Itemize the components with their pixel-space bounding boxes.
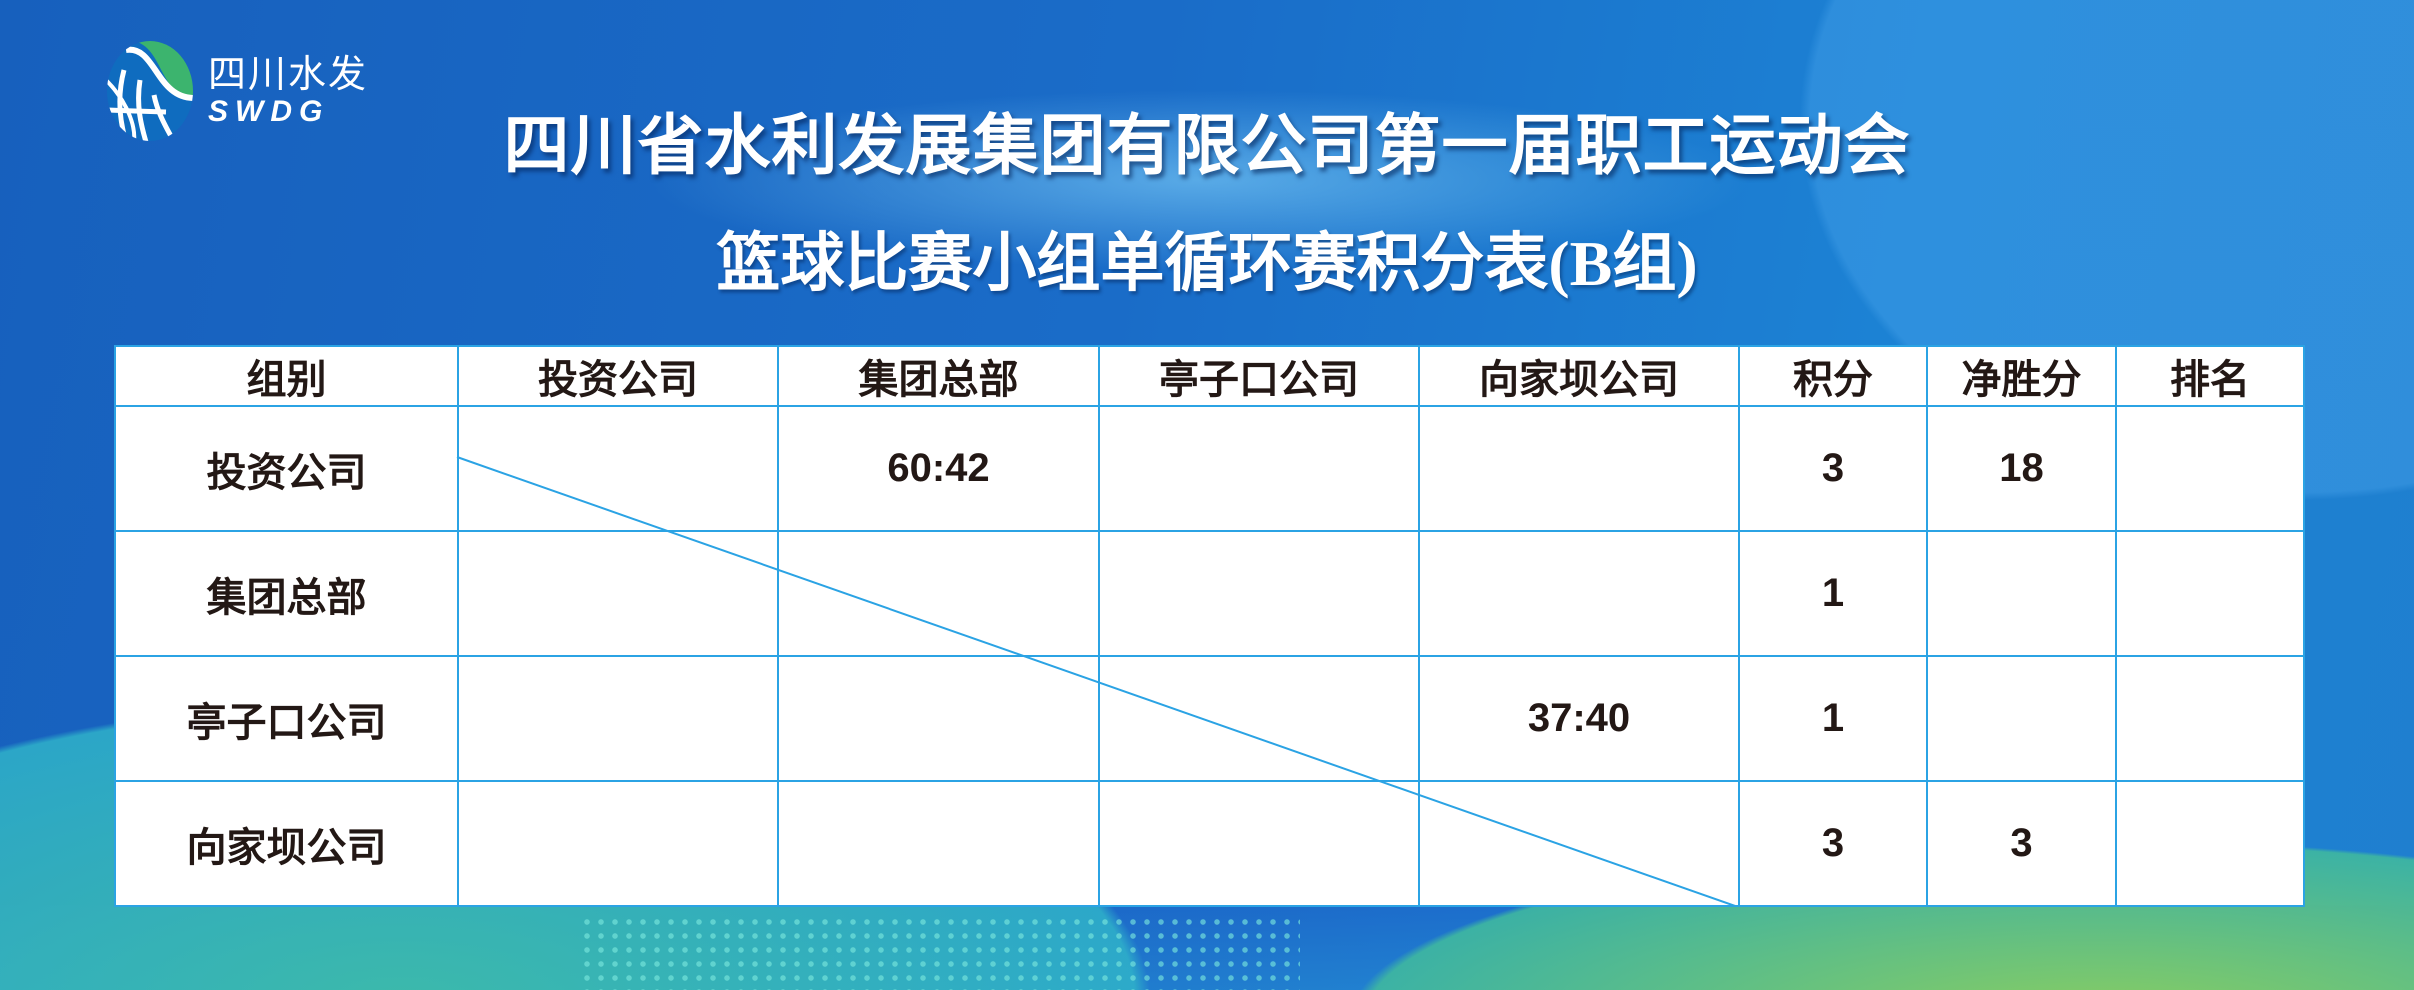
points-cell: 1: [1738, 655, 1928, 782]
score-cell: 60:42: [777, 405, 1100, 532]
team-name: 集团总部: [114, 530, 459, 657]
score-cell: [1098, 780, 1420, 907]
page-subtitle: 篮球比赛小组单循环赛积分表(B组): [716, 228, 1698, 299]
score-cell: [457, 405, 779, 532]
standings-table: 组别 投资公司 集团总部 亭子口公司 向家坝公司 积分 净胜分 排名 投资公司 6…: [114, 345, 2305, 907]
score-cell: [777, 780, 1100, 907]
score-cell: [457, 780, 779, 907]
score-cell: [777, 530, 1100, 657]
page-title: 四川省水利发展集团有限公司第一届职工运动会: [503, 108, 1911, 182]
net-points-cell: [1926, 530, 2117, 657]
points-cell: 1: [1738, 530, 1928, 657]
table-row: 向家坝公司 3 3: [114, 780, 2305, 907]
header-team: 亭子口公司: [1098, 345, 1420, 407]
table-row: 亭子口公司 37:40 1: [114, 655, 2305, 782]
net-points-cell: 3: [1926, 780, 2117, 907]
table-header-row: 组别 投资公司 集团总部 亭子口公司 向家坝公司 积分 净胜分 排名: [114, 345, 2305, 407]
rank-cell: [2115, 405, 2305, 532]
header-rank: 排名: [2115, 345, 2305, 407]
header-team: 投资公司: [457, 345, 779, 407]
header-group: 组别: [114, 345, 459, 407]
net-points-cell: [1926, 655, 2117, 782]
header-points: 积分: [1738, 345, 1928, 407]
net-points-cell: 18: [1926, 405, 2117, 532]
score-cell: [457, 655, 779, 782]
rank-cell: [2115, 530, 2305, 657]
team-name: 向家坝公司: [114, 780, 459, 907]
score-cell: 37:40: [1418, 655, 1740, 782]
score-cell: [1098, 655, 1420, 782]
score-cell: [1418, 530, 1740, 657]
rank-cell: [2115, 655, 2305, 782]
score-cell: [1418, 780, 1740, 907]
logo-cn-text: 四川水发: [208, 54, 369, 96]
rank-cell: [2115, 780, 2305, 907]
logo: 四川水发 SWDG: [106, 40, 368, 142]
score-cell: [457, 530, 779, 657]
table-row: 投资公司 60:42 3 18: [114, 405, 2305, 532]
points-cell: 3: [1738, 405, 1928, 532]
header-team: 向家坝公司: [1418, 345, 1740, 407]
score-cell: [1098, 530, 1420, 657]
logo-en-text: SWDG: [208, 95, 330, 128]
swdg-logo-icon: [107, 41, 193, 141]
score-cell: [777, 655, 1100, 782]
team-name: 投资公司: [114, 405, 459, 532]
header-net: 净胜分: [1926, 345, 2117, 407]
header-team: 集团总部: [777, 345, 1100, 407]
table-row: 集团总部 1: [114, 530, 2305, 657]
score-cell: [1098, 405, 1420, 532]
background-dots: [580, 915, 1300, 990]
points-cell: 3: [1738, 780, 1928, 907]
team-name: 亭子口公司: [114, 655, 459, 782]
score-cell: [1418, 405, 1740, 532]
